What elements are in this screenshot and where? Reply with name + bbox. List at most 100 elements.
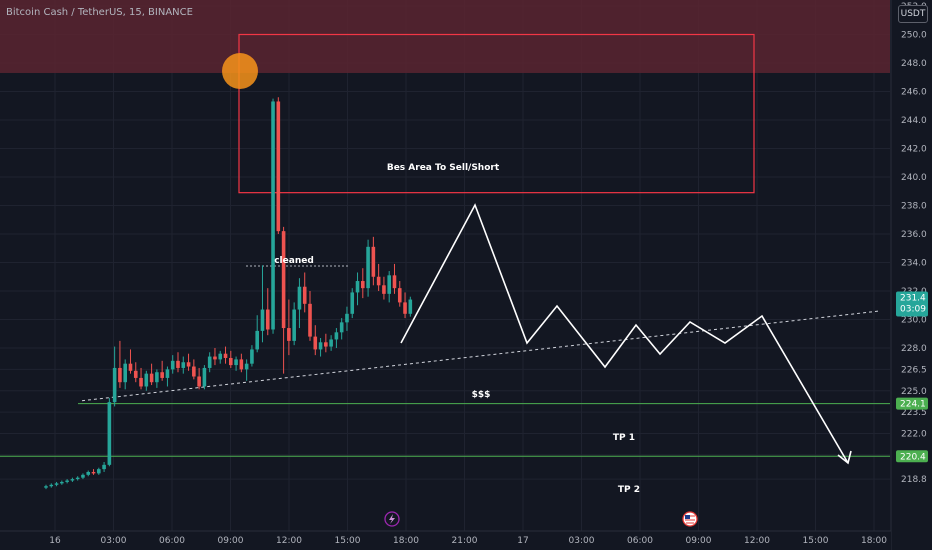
chart-grid [0, 0, 890, 531]
cleaned-label: cleaned [274, 256, 314, 266]
time-tick-label: 12:00 [276, 536, 302, 546]
candle [366, 239, 370, 297]
candle-body [160, 372, 164, 378]
currency-button[interactable]: USDT [898, 5, 928, 23]
candle-body [276, 101, 281, 232]
candle [260, 265, 265, 343]
price-tick-label: 240.0 [901, 173, 927, 183]
liquidity-label: $$$ [472, 390, 491, 400]
candle [207, 352, 212, 373]
candle [165, 366, 170, 387]
candle-body [382, 285, 386, 294]
time-tick-label: 09:00 [686, 536, 712, 546]
resistance-zone[interactable] [0, 0, 890, 73]
time-tick-label: 18:00 [861, 536, 887, 546]
candle-body [49, 484, 54, 487]
candle [65, 479, 69, 484]
candle [149, 363, 154, 386]
candle-body [65, 480, 69, 482]
candle-body [170, 360, 175, 370]
symbol-title[interactable]: Bitcoin Cash / TetherUS, 15, BINANCE [6, 7, 193, 18]
candle [123, 359, 127, 390]
candle-body [366, 246, 370, 289]
price-tick-label: 246.0 [901, 88, 927, 98]
last-price-tag: 231.4 03:09 [896, 291, 928, 317]
candle [213, 348, 217, 366]
candle-body [308, 303, 312, 337]
time-tick-label: 06:00 [627, 536, 653, 546]
time-tick-label: 03:00 [101, 536, 127, 546]
tp2-price-tag: 220.4 [896, 450, 928, 463]
candle-body [265, 309, 270, 330]
candle-body [128, 363, 133, 371]
candle [118, 340, 122, 388]
candle [155, 369, 159, 388]
candle-body [223, 353, 228, 358]
time-axis[interactable] [0, 531, 891, 550]
price-tick-label: 225.0 [901, 387, 927, 397]
lightning-icon[interactable] [384, 511, 400, 527]
candle-body [297, 286, 302, 310]
candle [49, 483, 54, 488]
candle-body [118, 367, 122, 383]
candle [255, 315, 259, 353]
candle [170, 355, 175, 374]
candle-body [302, 286, 307, 304]
candle-body [292, 309, 296, 341]
candle-body [144, 373, 149, 387]
candle [361, 268, 365, 299]
trendline[interactable] [81, 310, 881, 402]
candle [355, 272, 360, 306]
candle [387, 271, 391, 303]
projected-path[interactable] [400, 203, 849, 464]
candle-body [91, 471, 96, 474]
candle-body [408, 299, 413, 314]
time-tick-label: 09:00 [218, 536, 244, 546]
price-tick-label: 222.0 [901, 430, 927, 440]
candle-body [239, 359, 244, 370]
candle-body [207, 356, 212, 368]
candle-body [250, 349, 254, 364]
candle-body [260, 309, 265, 331]
candle-body [218, 353, 223, 360]
candle-body [197, 376, 201, 387]
candle [128, 349, 133, 374]
candle [287, 299, 291, 356]
candle-body [75, 477, 80, 480]
candle-body [244, 363, 249, 370]
candle [81, 473, 85, 480]
candle [276, 97, 281, 234]
candle [239, 353, 244, 373]
price-tick-label: 236.0 [901, 230, 927, 240]
candle [144, 370, 149, 391]
candle [329, 335, 333, 351]
candle-body [403, 302, 407, 314]
price-tick-label: 244.0 [901, 116, 927, 126]
candle-body [86, 471, 91, 475]
candle-body [70, 479, 75, 481]
candle [318, 338, 323, 357]
candle [102, 462, 106, 472]
candle [44, 484, 48, 490]
candle-body [361, 281, 365, 289]
candle-body [313, 336, 318, 350]
price-tick-label: 218.8 [901, 475, 927, 485]
candle [408, 296, 413, 317]
candle [371, 236, 376, 286]
sell-short-box[interactable] [238, 33, 755, 194]
candle-body [234, 359, 238, 366]
candle [160, 360, 164, 381]
candle [334, 328, 339, 348]
candle-body [155, 372, 159, 383]
candle [308, 291, 312, 341]
candle-body [229, 357, 233, 366]
candle-body [133, 370, 138, 378]
candle-body [318, 342, 323, 350]
price-axis[interactable] [891, 0, 932, 550]
candle-body [376, 276, 381, 286]
us-flag-icon[interactable] [682, 511, 698, 527]
candle-body [165, 369, 170, 378]
candle-body [397, 288, 402, 303]
candle-body [181, 362, 186, 368]
